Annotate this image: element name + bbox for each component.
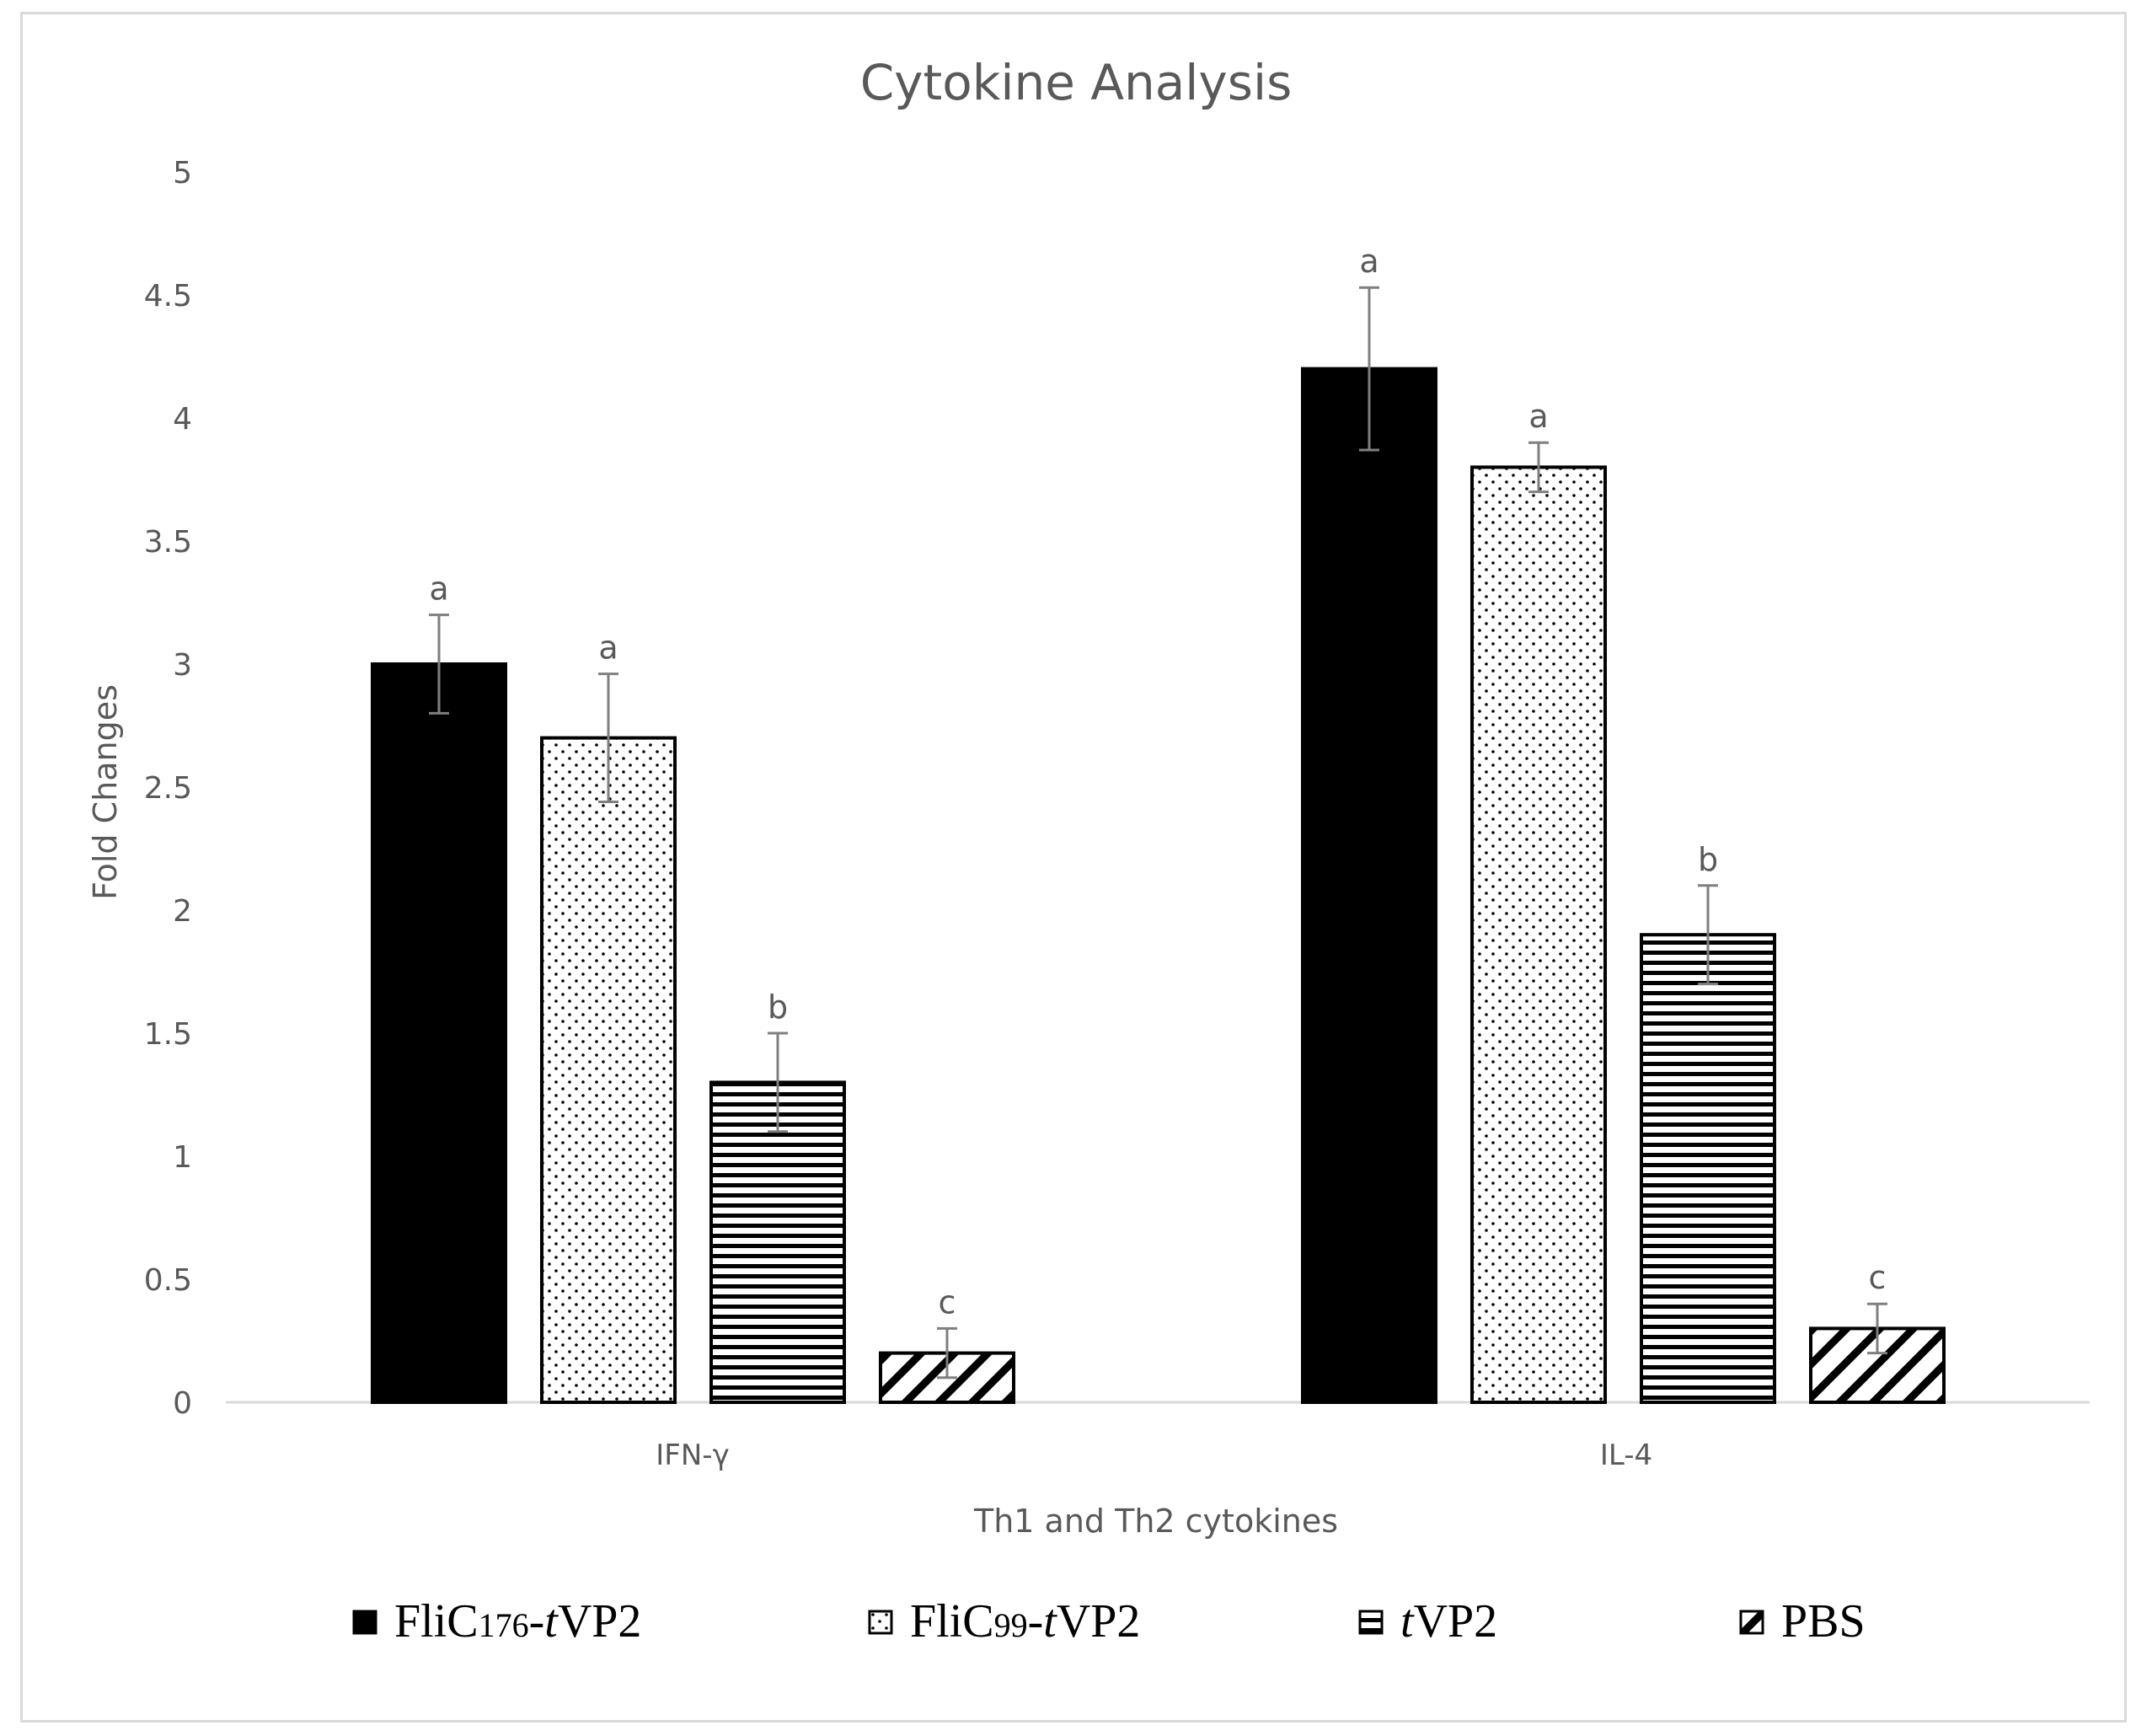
significance-letter: a xyxy=(1359,243,1378,280)
legend-label-horizontal: tVP2 xyxy=(1400,1595,1497,1648)
legend-label-solid: FliC176-tVP2 xyxy=(394,1595,641,1648)
y-tick-label: 0 xyxy=(173,1386,192,1421)
bars-group: a a b c a a b c xyxy=(371,243,1946,1405)
x-axis-ticks: IFN-γ IL-4 xyxy=(656,1439,1652,1472)
legend-text-sub: 99 xyxy=(994,1606,1028,1644)
y-tick-label: 1.5 xyxy=(144,1017,192,1052)
significance-letter: c xyxy=(1869,1259,1887,1296)
y-tick-label: 2 xyxy=(173,894,192,929)
legend-swatch-solid xyxy=(352,1610,377,1635)
legend-label-dots: FliC99-tVP2 xyxy=(910,1595,1140,1648)
legend-text-dash: - xyxy=(529,1595,545,1648)
legend-text-italic: t xyxy=(1043,1595,1057,1648)
y-tick-label: 3.5 xyxy=(144,525,192,560)
y-tick-label: 4.5 xyxy=(144,279,192,313)
legend-swatch-diagonal xyxy=(1739,1610,1764,1635)
significance-letter: a xyxy=(598,630,618,667)
y-tick-label: 4 xyxy=(173,402,192,437)
significance-letter: c xyxy=(939,1283,956,1321)
bar-solid-ifn xyxy=(371,662,507,1404)
bar-dots-il4 xyxy=(1470,465,1607,1404)
legend-label-diagonal: PBS xyxy=(1781,1595,1866,1648)
legend-text-prefix: PBS xyxy=(1781,1595,1866,1648)
legend-text-suffix: VP2 xyxy=(1414,1595,1498,1648)
legend-text-suffix: VP2 xyxy=(1057,1595,1141,1648)
legend-text-prefix: FliC xyxy=(394,1595,479,1648)
significance-letter: a xyxy=(429,571,448,608)
x-axis-label: Th1 and Th2 cytokines xyxy=(973,1503,1338,1540)
y-tick-label: 1 xyxy=(173,1140,192,1175)
legend: FliC176-tVP2 FliC99-tVP2 tVP2 PBS xyxy=(352,1595,1866,1648)
x-tick-label: IL-4 xyxy=(1600,1439,1652,1472)
y-tick-label: 3 xyxy=(173,648,192,683)
legend-text-italic: t xyxy=(544,1595,559,1648)
x-tick-label: IFN-γ xyxy=(656,1439,729,1472)
bar-horizontal-il4 xyxy=(1640,933,1776,1404)
bar-dots-ifn xyxy=(540,736,677,1404)
significance-letter: b xyxy=(1698,841,1718,878)
y-tick-label: 2.5 xyxy=(144,771,192,806)
chart-title: Cytokine Analysis xyxy=(860,54,1293,111)
legend-swatch-dots xyxy=(868,1610,893,1635)
bar-solid-il4 xyxy=(1301,367,1437,1405)
legend-swatch-horizontal xyxy=(1358,1610,1384,1635)
significance-letter: a xyxy=(1528,398,1548,435)
legend-text-prefix: FliC xyxy=(910,1595,994,1648)
legend-text-dash: - xyxy=(1028,1595,1044,1648)
y-axis-label: Fold Changes xyxy=(87,684,124,900)
y-axis-ticks: 0 0.5 1 1.5 2 2.5 3 3.5 4 4.5 5 xyxy=(144,156,192,1421)
y-tick-label: 0.5 xyxy=(144,1263,192,1298)
significance-letter: b xyxy=(768,989,788,1026)
legend-text-italic: t xyxy=(1400,1595,1415,1648)
legend-text-sub: 176 xyxy=(479,1606,529,1644)
bar-horizontal-ifn xyxy=(709,1080,846,1405)
y-tick-label: 5 xyxy=(173,156,192,190)
legend-text-suffix: VP2 xyxy=(558,1595,642,1648)
